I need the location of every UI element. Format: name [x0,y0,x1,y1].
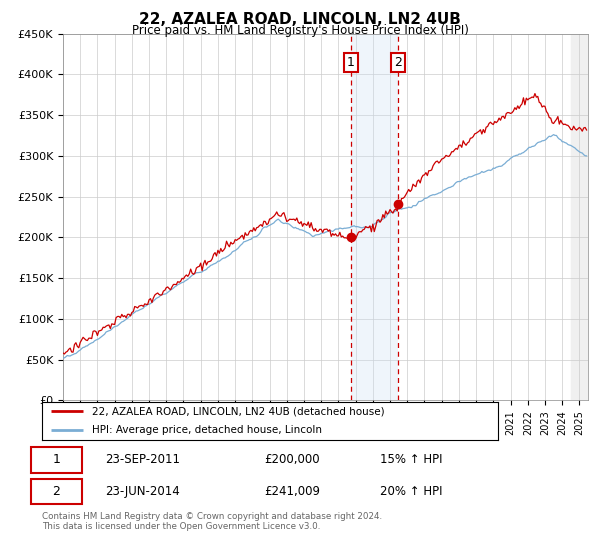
Text: £200,000: £200,000 [264,453,319,466]
Text: 2: 2 [53,485,61,498]
Text: Contains HM Land Registry data © Crown copyright and database right 2024.
This d: Contains HM Land Registry data © Crown c… [42,512,382,531]
Text: 15% ↑ HPI: 15% ↑ HPI [380,453,442,466]
Text: 1: 1 [347,55,355,69]
Text: 23-JUN-2014: 23-JUN-2014 [106,485,180,498]
Text: 2: 2 [394,55,402,69]
Text: 23-SEP-2011: 23-SEP-2011 [106,453,181,466]
Text: 20% ↑ HPI: 20% ↑ HPI [380,485,442,498]
Text: HPI: Average price, detached house, Lincoln: HPI: Average price, detached house, Linc… [92,425,322,435]
FancyBboxPatch shape [31,447,82,473]
Text: Price paid vs. HM Land Registry's House Price Index (HPI): Price paid vs. HM Land Registry's House … [131,24,469,37]
Text: 22, AZALEA ROAD, LINCOLN, LN2 4UB: 22, AZALEA ROAD, LINCOLN, LN2 4UB [139,12,461,27]
Text: 1: 1 [53,453,61,466]
Text: 22, AZALEA ROAD, LINCOLN, LN2 4UB (detached house): 22, AZALEA ROAD, LINCOLN, LN2 4UB (detac… [92,406,385,416]
Text: £241,009: £241,009 [264,485,320,498]
Bar [351,34,398,400]
Bar [571,34,588,400]
FancyBboxPatch shape [31,479,82,505]
